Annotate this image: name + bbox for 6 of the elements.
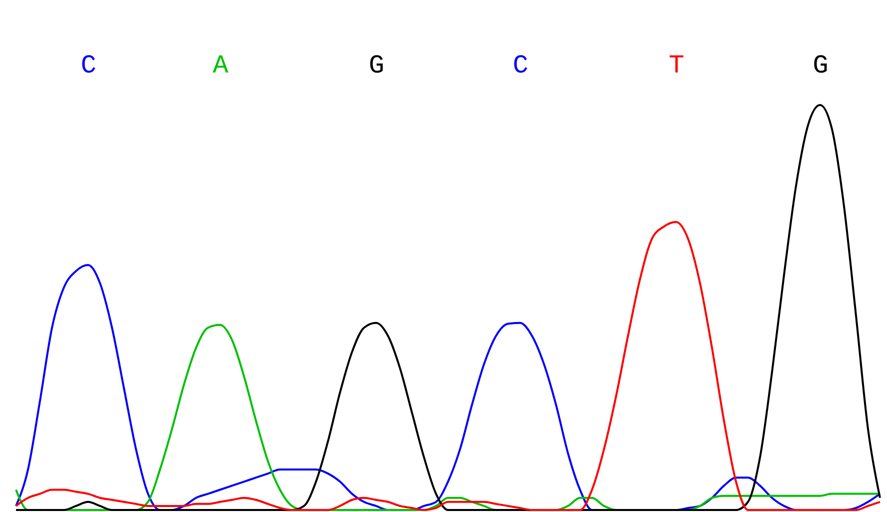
x-tick-label: G (812, 50, 828, 80)
x-tick-label: A (212, 50, 229, 80)
x-tick-label: T (668, 50, 684, 80)
x-tick-label: C (80, 50, 96, 80)
x-tick-label: C (512, 50, 528, 80)
x-tick-label: G (368, 50, 384, 80)
